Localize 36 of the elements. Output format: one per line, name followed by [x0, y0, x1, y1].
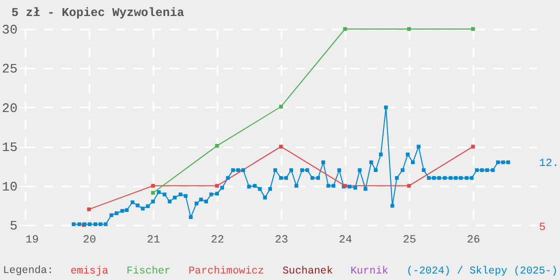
- legend-label: Kurnik: [350, 265, 388, 278]
- legend-label: Suchanek: [282, 265, 333, 278]
- point: [343, 27, 347, 31]
- point: [151, 184, 155, 188]
- point: [407, 27, 411, 31]
- x-tick-label: 19: [26, 234, 39, 246]
- legend-title: Legenda:: [3, 265, 54, 277]
- point: [279, 144, 283, 148]
- point: [215, 144, 219, 148]
- point: [279, 104, 283, 108]
- text: emisja: [70, 265, 108, 278]
- y-tick-label: 25: [2, 62, 18, 77]
- point: [87, 207, 91, 212]
- point: [151, 190, 155, 195]
- y-tick-label: 15: [2, 140, 18, 156]
- point: [471, 27, 475, 31]
- point: [471, 144, 475, 148]
- y-tick-label: 5: [10, 218, 18, 234]
- x-tick-label: 21: [146, 234, 160, 246]
- text: (-2024) / Sklepy (2025-): [406, 265, 558, 278]
- point: [215, 184, 219, 188]
- y-tick-label: 20: [2, 100, 18, 116]
- text: 5: [539, 222, 546, 234]
- text: Parchimowicz: [188, 265, 264, 278]
- x-tick-label: 26: [466, 234, 480, 246]
- x-tick-label: 24: [338, 234, 352, 246]
- y-tick-label: 30: [2, 22, 18, 38]
- x-tick-label: 20: [82, 234, 96, 246]
- text: 12.: [539, 158, 559, 170]
- y-tick-label: 10: [2, 179, 18, 194]
- x-tick-label: 22: [210, 234, 224, 246]
- text: Fischer: [126, 265, 171, 278]
- chart-title: 5 zł - Kopiec Wyzwolenia: [11, 6, 184, 20]
- x-tick-label: 23: [274, 234, 288, 246]
- x-tick-label: 25: [402, 234, 416, 246]
- point: [407, 184, 411, 188]
